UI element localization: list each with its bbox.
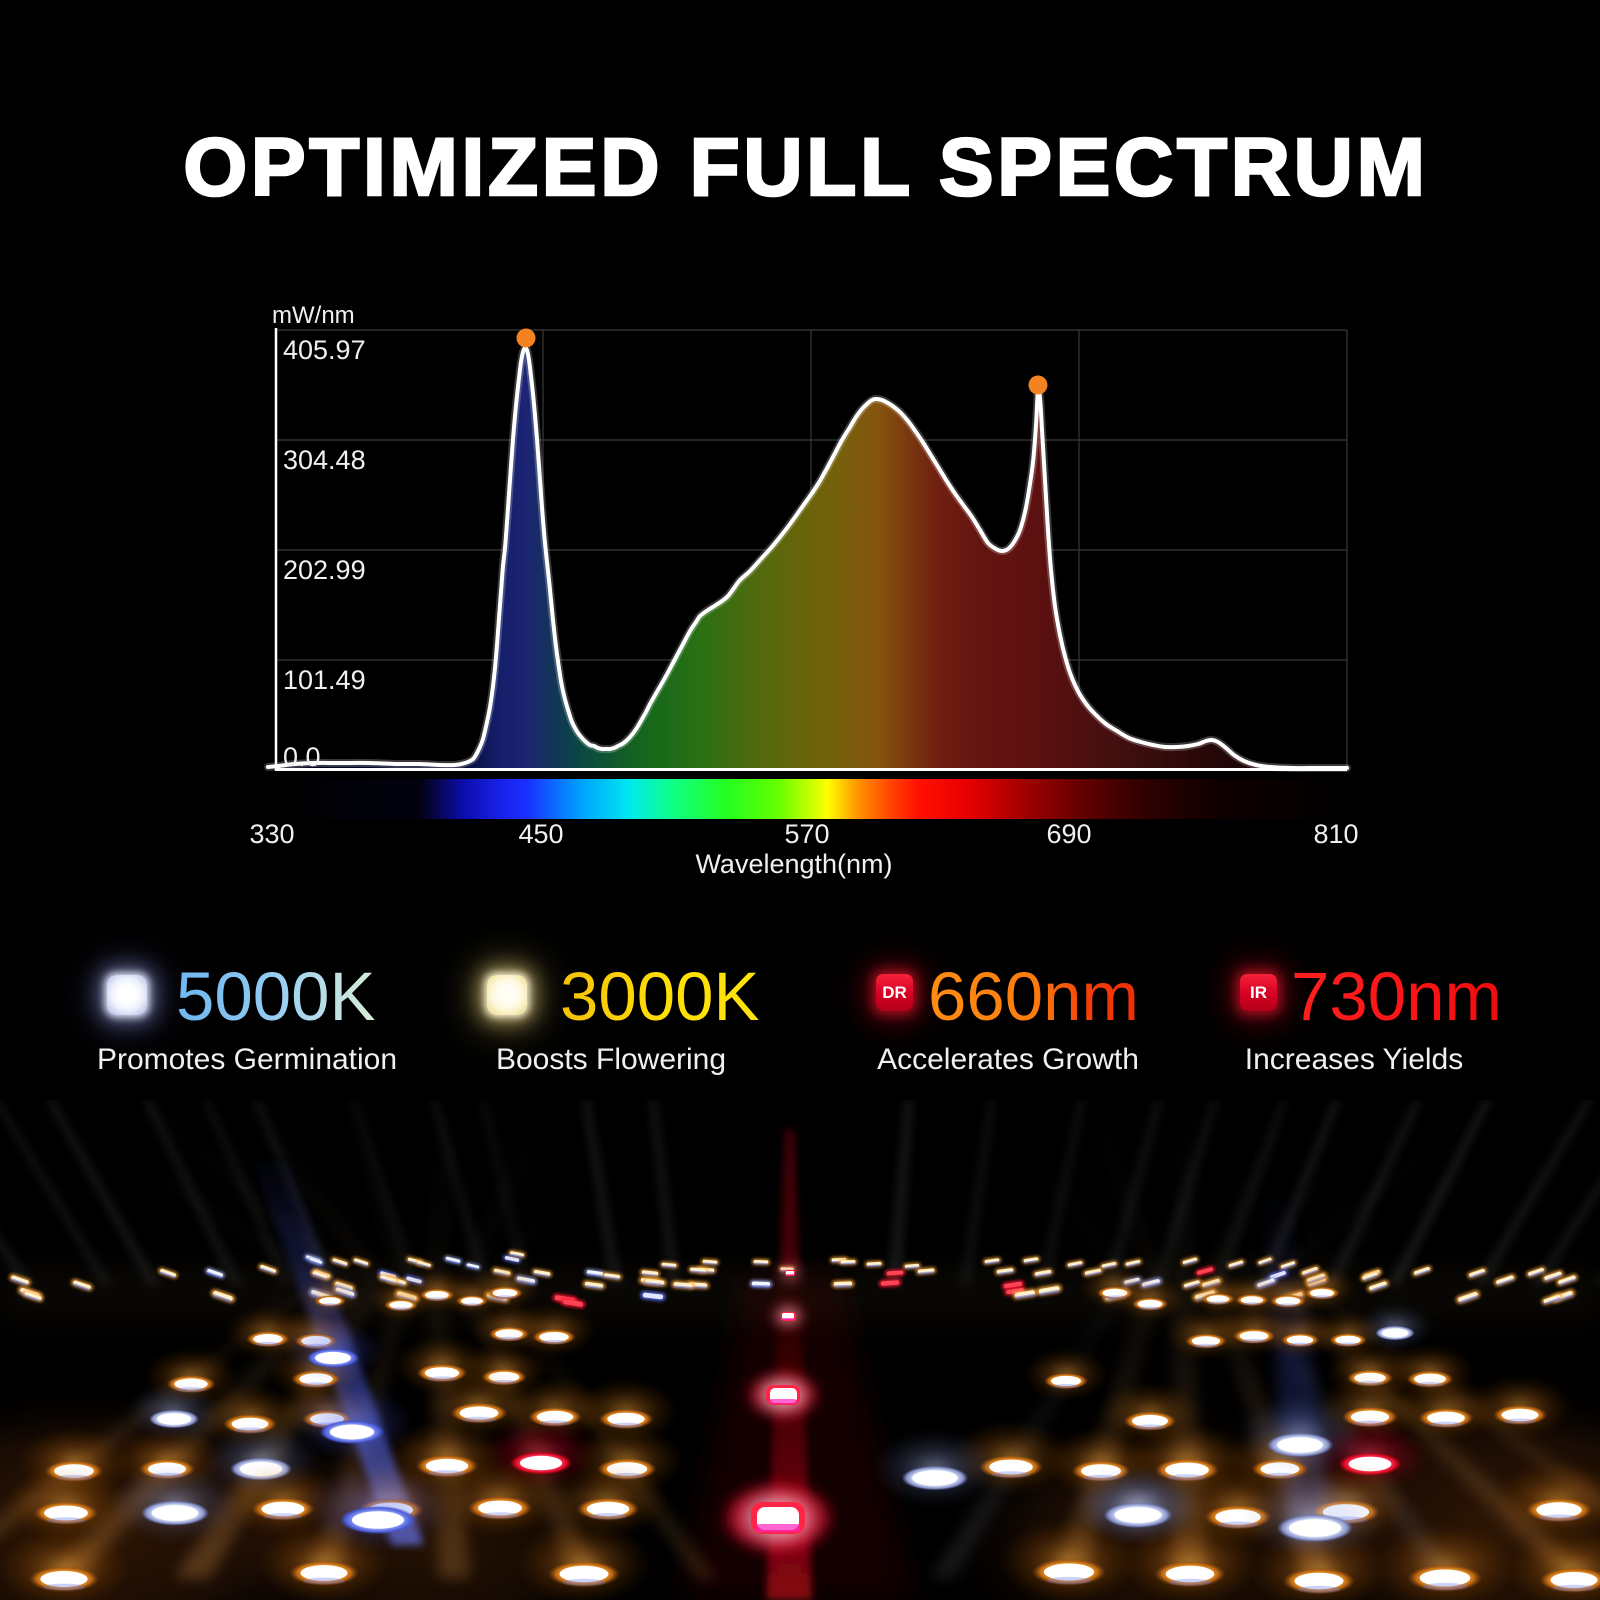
svg-text:570: 570 — [784, 819, 829, 849]
svg-text:405.97: 405.97 — [283, 335, 366, 365]
svg-text:0.0: 0.0 — [283, 742, 321, 772]
svg-text:mW/nm: mW/nm — [272, 302, 355, 329]
svg-text:202.99: 202.99 — [283, 555, 366, 585]
svg-text:Wavelength(nm): Wavelength(nm) — [695, 849, 892, 879]
svg-text:101.49: 101.49 — [283, 665, 366, 695]
svg-text:450: 450 — [518, 819, 563, 849]
svg-text:304.48: 304.48 — [283, 445, 366, 475]
svg-text:810: 810 — [1313, 819, 1358, 849]
svg-text:330: 330 — [249, 819, 294, 849]
svg-text:690: 690 — [1046, 819, 1091, 849]
